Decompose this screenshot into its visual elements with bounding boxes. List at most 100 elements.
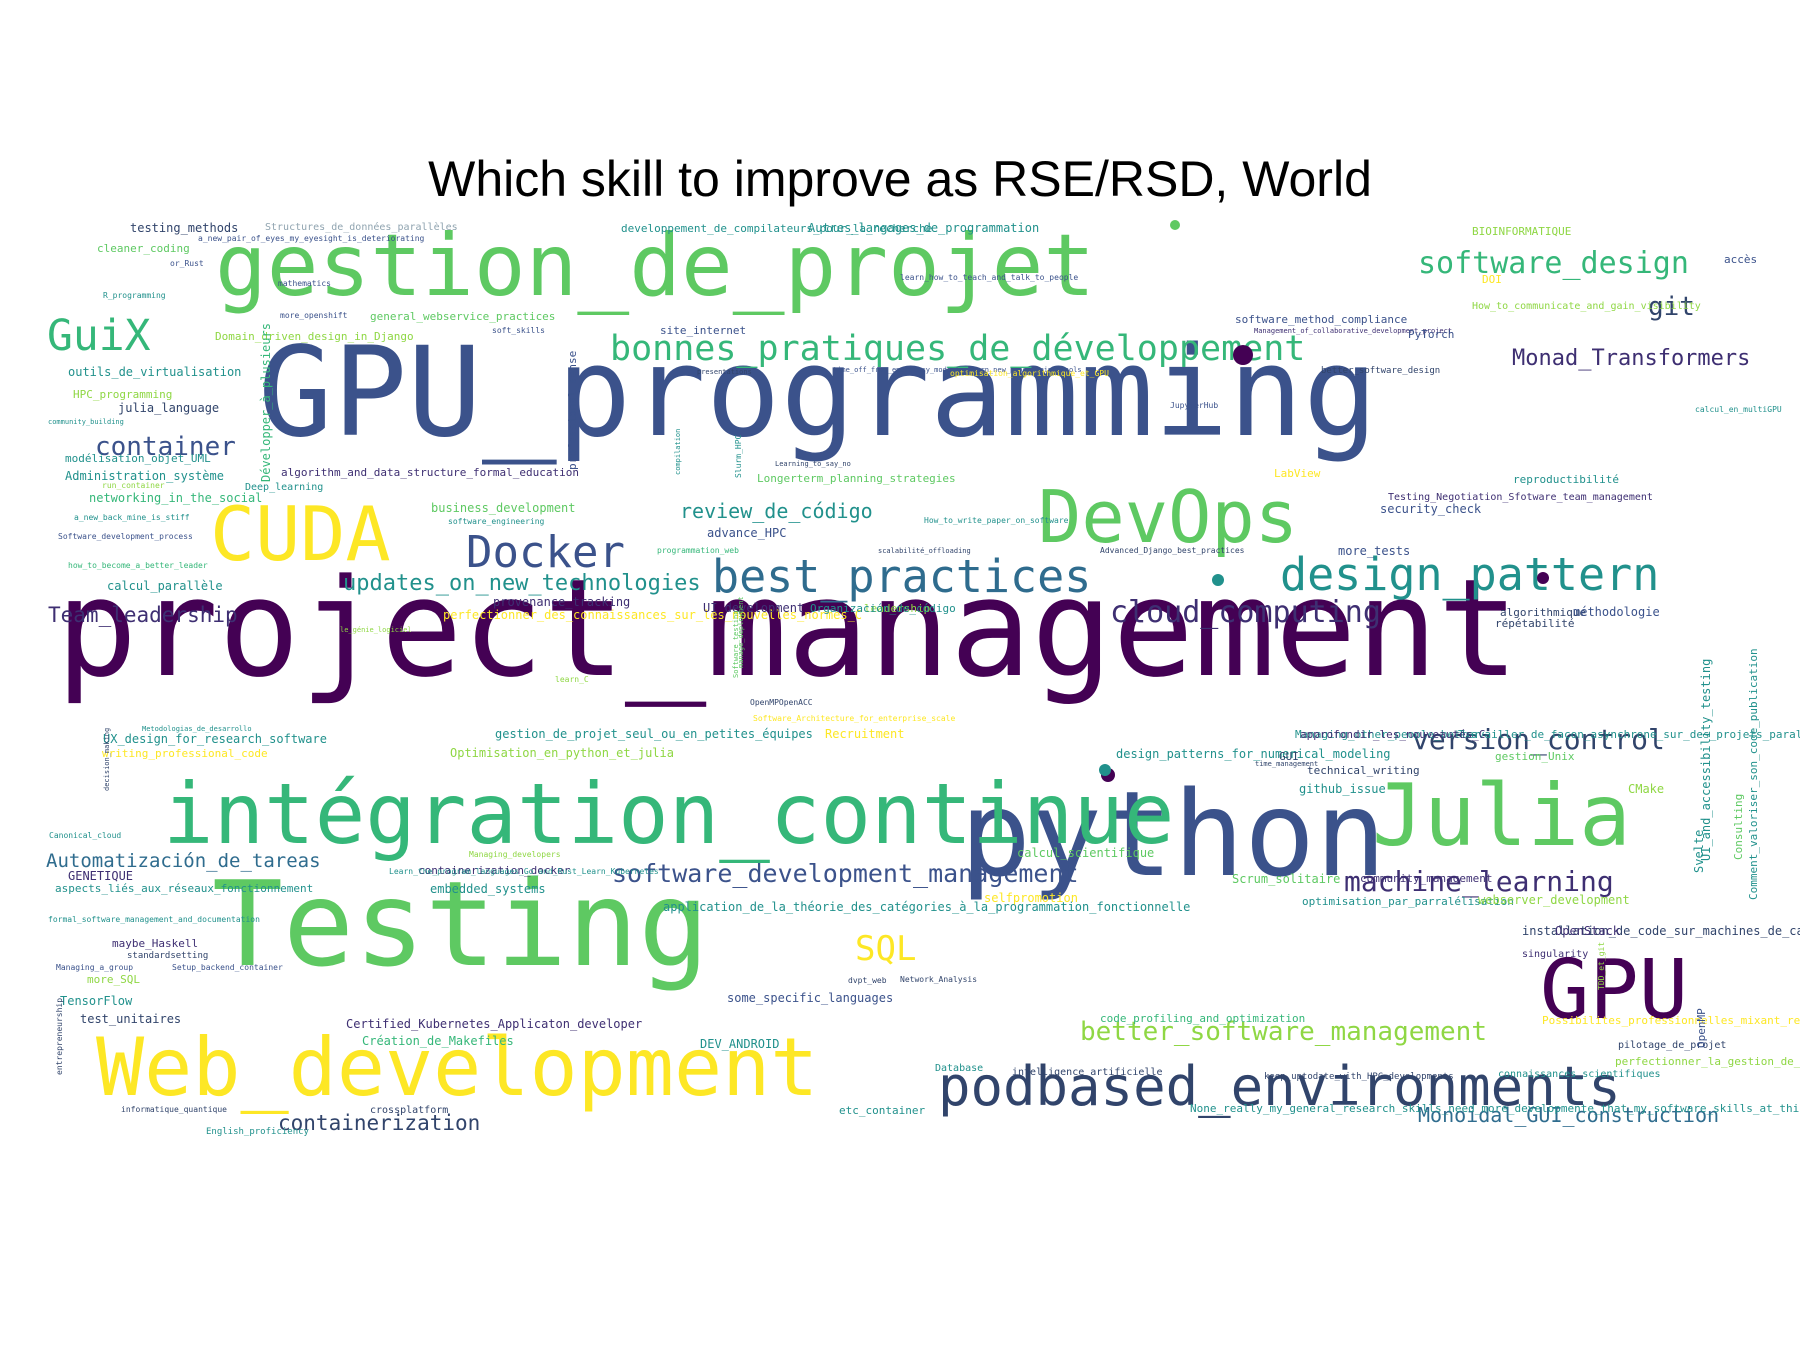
cloud-word: UI_development [703, 601, 804, 615]
cloud-word: Deep_learning [245, 482, 323, 493]
cloud-word: standardsetting [127, 951, 208, 961]
cloud-word: Setup_backend_container [172, 963, 283, 972]
cloud-word: manage_deployment [737, 596, 745, 668]
cloud-word: informatique_quantique [121, 1105, 227, 1114]
cloud-word: business_development [431, 501, 576, 515]
cloud-word: project_management [56, 550, 1519, 707]
cloud-word: github_issue [1299, 782, 1386, 796]
cloud-word: installation_de_code_sur_machines_de_cal… [1522, 924, 1800, 938]
cloud-word: Recruitment [825, 727, 904, 741]
cloud-word: Software_Architecture_for_enterprise_sca… [753, 714, 955, 723]
cloud-word: Software_testing [732, 611, 740, 678]
cloud-word: provenance_tracking [493, 595, 630, 609]
cloud-word: podbased_environments [938, 1055, 1621, 1118]
cloud-word: Learning_to_say_no [775, 460, 851, 468]
cloud-word: connaissances_scientifiques [1498, 1069, 1661, 1080]
cloud-word: intelligence_artificielle [1012, 1067, 1163, 1078]
cloud-word: CMake [1628, 782, 1664, 796]
cloud-word: containerization [278, 1111, 480, 1135]
cloud-word: Slurm_HPC [734, 434, 743, 478]
cloud-word: OpenMPOpenACC [750, 698, 813, 707]
cloud-word: approfondir_les_nouveautés_C [1300, 728, 1485, 741]
cloud-word: Testing_Negotiation_Sfotware_team_manage… [1388, 492, 1653, 503]
cloud-word: updates_on_new_technologies [343, 571, 701, 596]
cloud-word: calcul_parallèle [107, 579, 223, 593]
cloud-word: le_génie_logiciel [340, 626, 412, 634]
cloud-word: Travailler_de_façon_asynchrone_sur_des_p… [1458, 728, 1800, 741]
cloud-word: gestion_de_projet_seul_ou_en_petites_équ… [495, 727, 813, 741]
cloud-word: Domain_driven_design_in_Django [215, 330, 414, 343]
cloud-dot [1537, 572, 1549, 584]
cloud-word: bonnes_pratiques_de_développement [610, 329, 1305, 369]
cloud-word: reproductibilité [1513, 473, 1619, 486]
cloud-word: Managing_developers [469, 850, 561, 859]
cloud-word: UX_design_for_research_software [103, 732, 327, 746]
cloud-word: etc_container [839, 1104, 925, 1117]
cloud-word: Canonical_cloud [49, 831, 121, 840]
cloud-word: UI_and_accessibility_testing [1699, 659, 1713, 861]
cloud-word: Structures_de_données_parallèles [265, 221, 458, 233]
cloud-word: time_management [1255, 760, 1318, 768]
cloud-word: Metodologias_de_desarrollo [142, 725, 252, 733]
cloud-word: OpenMP [1695, 1008, 1708, 1048]
cloud-word: crossplatform [370, 1105, 448, 1116]
cloud-word: design_patterns_for_numerical_modeling [1116, 747, 1391, 761]
cloud-word: some_specific_languages [727, 991, 893, 1005]
cloud-word: code_profiling_and_optimization [1100, 1012, 1305, 1025]
cloud-word: Managing_a_group [56, 963, 133, 972]
cloud-word: software_development_management [612, 859, 1079, 888]
word-cloud-words: project_management GPU_programming Testing… [46, 216, 1800, 1137]
cloud-word: Management_of_collaborative_development_… [1254, 327, 1452, 335]
cloud-word: Longerterm_planning_strategies [757, 472, 956, 485]
cloud-word: Possibilites_professionnelles_mixant_rec… [1542, 1014, 1800, 1027]
cloud-word: more_openshift [280, 311, 348, 320]
cloud-word: TensorFlow [60, 994, 133, 1008]
cloud-word: accès [1724, 253, 1757, 266]
cloud-word: algorithm_and_data_structure_formal_educ… [281, 466, 579, 479]
cloud-word: gestion_Unix [1495, 750, 1575, 763]
cloud-word: machine_learning [1344, 865, 1614, 899]
cloud-word: modélisation_objet_UML [65, 452, 211, 465]
cloud-word: decision_making [103, 728, 111, 791]
cloud-word: presentations [697, 368, 752, 376]
cloud-dot [1099, 764, 1111, 776]
cloud-word: DevOps [1038, 475, 1298, 559]
cloud-word: GPU [1540, 943, 1688, 1038]
cloud-word: testing_methods [130, 221, 238, 235]
cloud-word: programmation_web [657, 546, 739, 555]
cloud-word: python [960, 765, 1386, 903]
cloud-word: Certified_Kubernetes_Applicaton_develope… [346, 1017, 642, 1031]
cloud-word: Développer_à_plusieurs [259, 323, 273, 482]
cloud-word: How_to_write_paper_on_software [924, 516, 1069, 525]
cloud-word: calcul_en_multiGPU [1695, 405, 1782, 414]
cloud-word: méthodologie [1573, 605, 1660, 619]
cloud-word: gestion_de_projet [215, 216, 1095, 316]
cloud-word: entrepreneurship [55, 998, 64, 1075]
cloud-word: perfectionner_des_connaissances_sur_les_… [443, 608, 862, 622]
cloud-word: dvpt_web [848, 976, 887, 985]
cloud-word: how_to_become_a_better_leader [68, 561, 208, 570]
cloud-word: soft_skills [492, 326, 545, 335]
cloud-word: How_to_communicate_and_gain_visibility [1472, 301, 1701, 312]
cloud-word: OpenStack [1555, 924, 1621, 938]
cloud-word: mathematics [278, 279, 331, 288]
cloud-word: technical_writing [1307, 764, 1420, 777]
cloud-word: better_software_design [1321, 366, 1440, 376]
cloud-word: selfpromotion [984, 891, 1078, 905]
cloud-word: formal_software_management_and_documenta… [48, 915, 260, 924]
cloud-word: test_unitaires [80, 1012, 181, 1026]
cloud-word: professional_sense [566, 351, 579, 470]
cloud-word: Managing_other_people_better [1295, 728, 1481, 741]
cloud-word: Monad_Transformers [1512, 346, 1750, 371]
cloud-word: R_programming [103, 291, 166, 300]
cloud-dot [1233, 345, 1253, 365]
cloud-word: compilation [674, 429, 682, 475]
cloud-word: git [1648, 292, 1695, 322]
cloud-word: Docker [466, 527, 625, 578]
cloud-word: scalabilité_offloading [878, 547, 971, 555]
cloud-word: Advanced_Django_best_practices [1100, 546, 1245, 555]
cloud-word: Scrum_solitaire [1232, 872, 1340, 886]
cloud-word: optimisation_par_parralélisation [1302, 895, 1514, 908]
cloud-word: or_Rust [170, 259, 204, 268]
